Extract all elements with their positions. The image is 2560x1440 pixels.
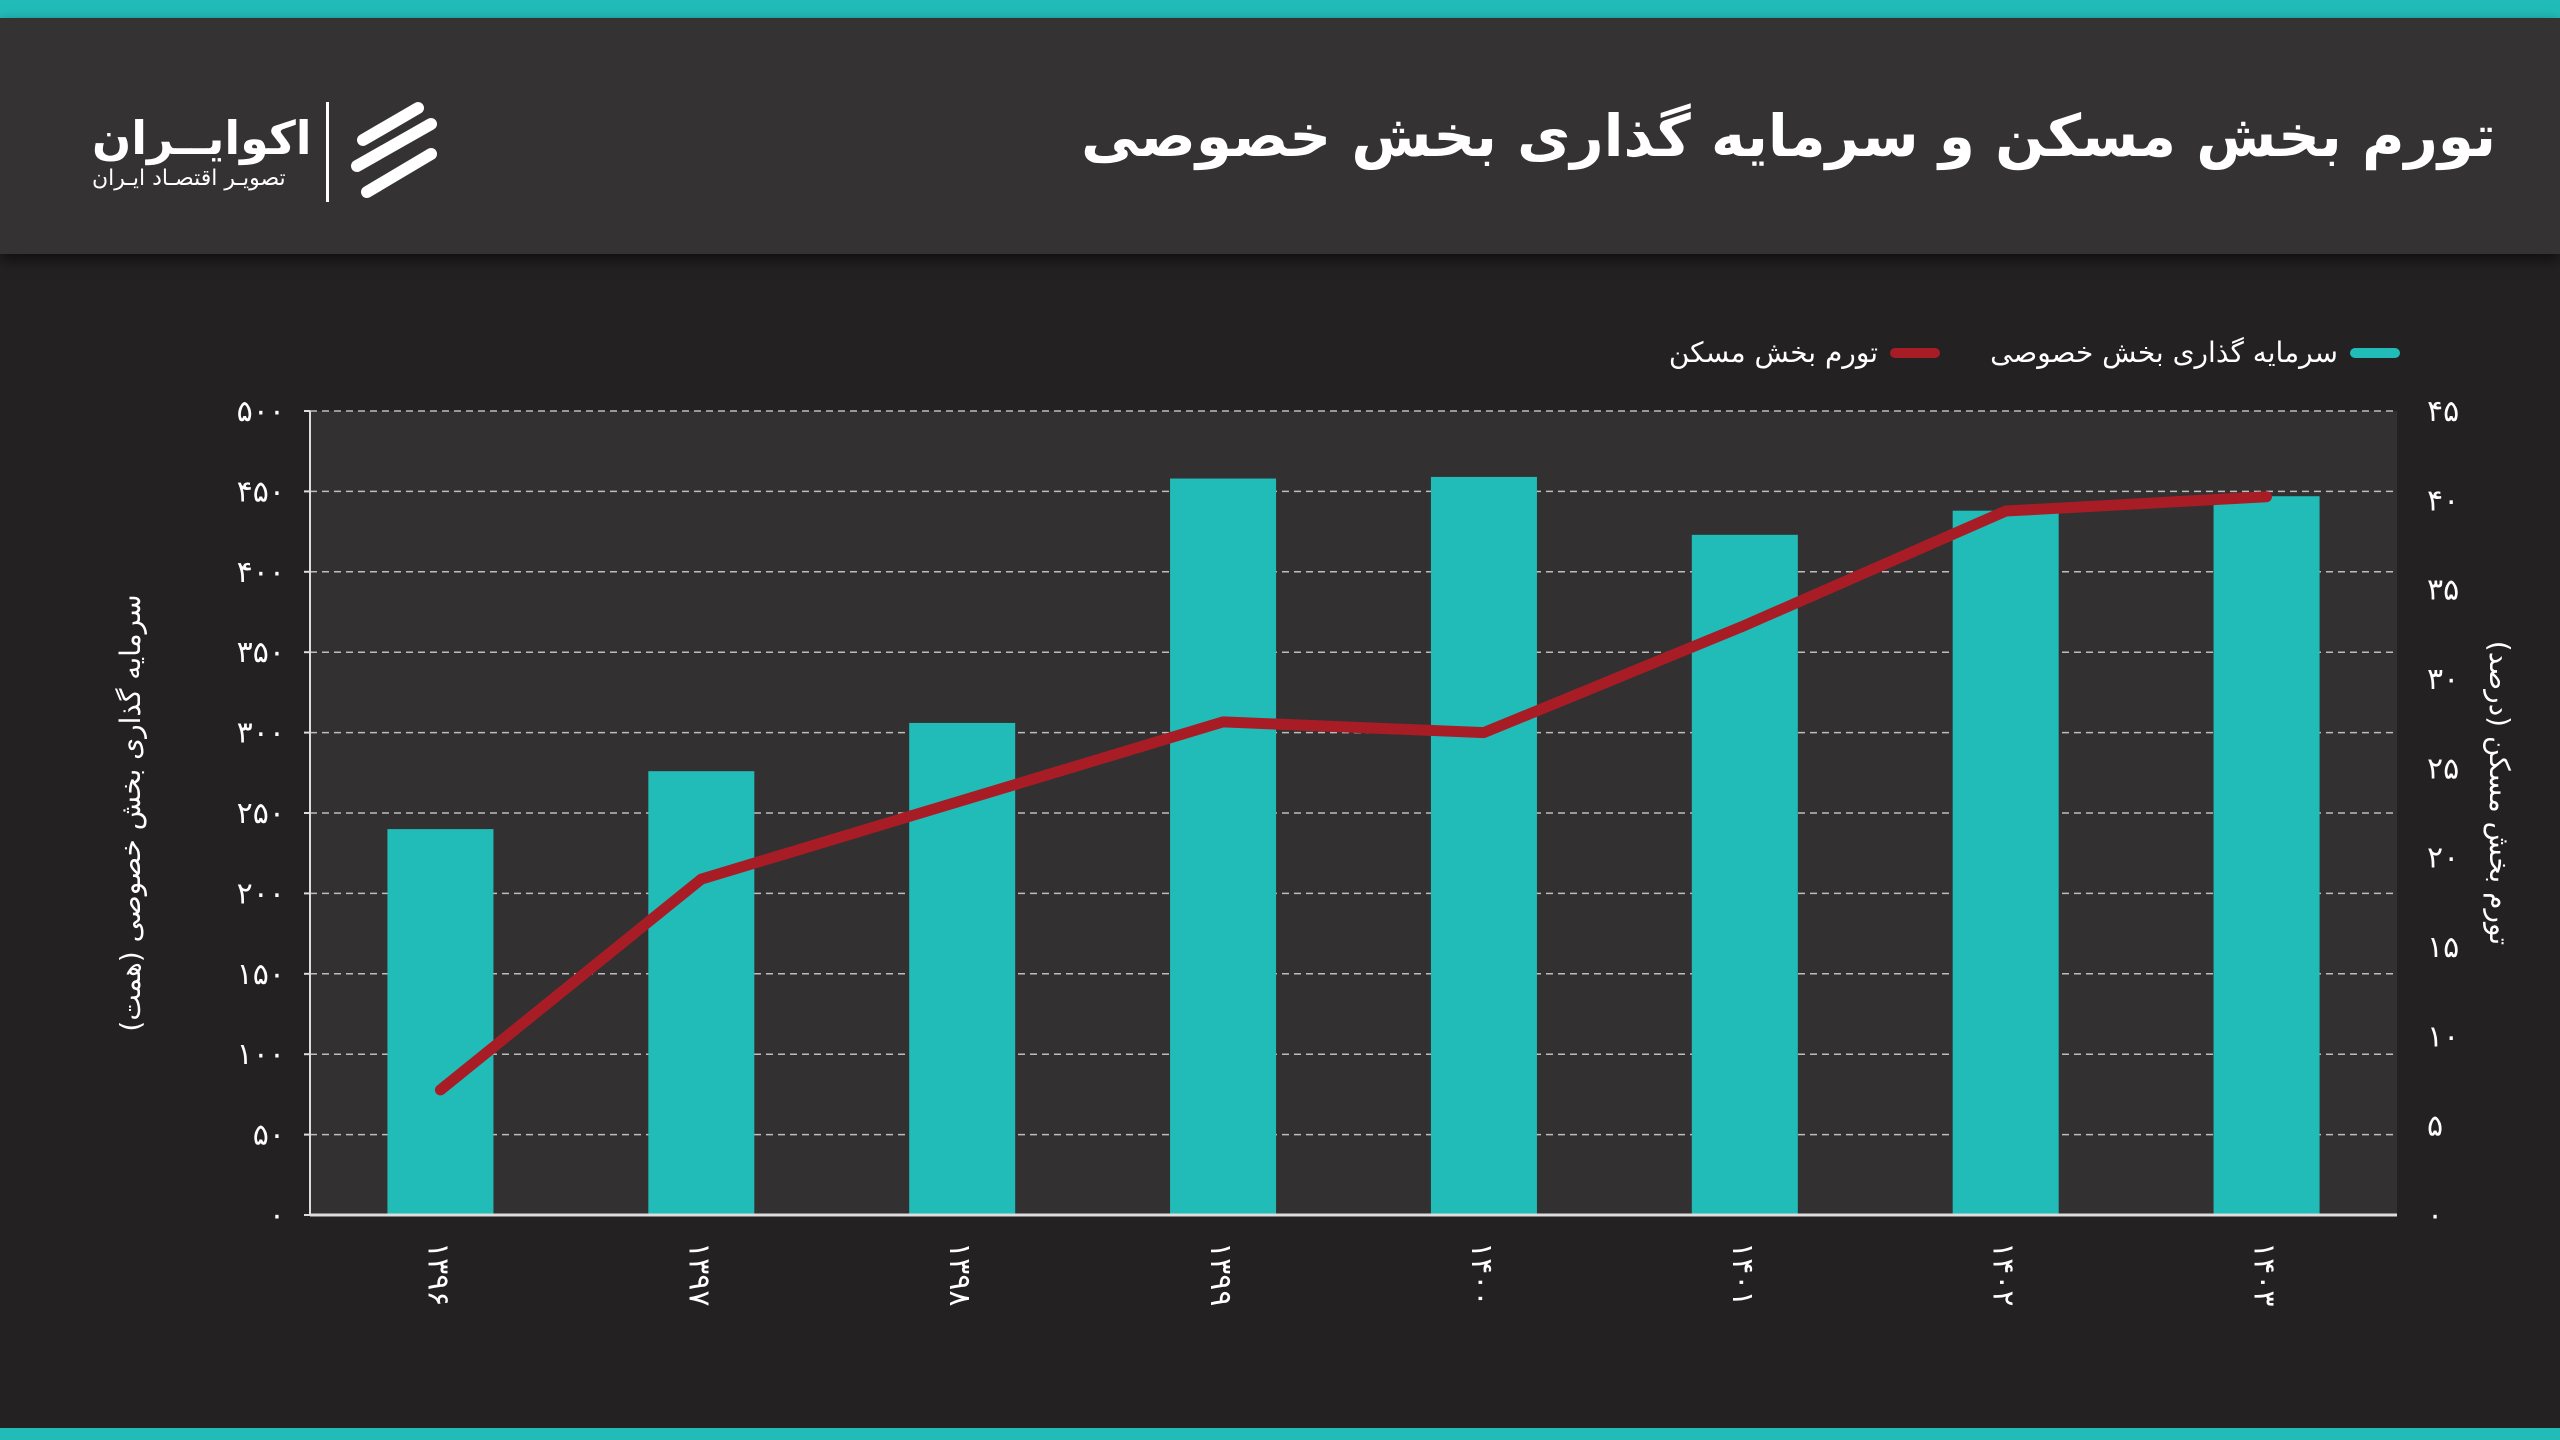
bar-7 xyxy=(2213,496,2320,1215)
y-tick-label-left: ۲۰۰ xyxy=(237,876,285,911)
y-tick-label-right: ۰ xyxy=(2427,1198,2443,1233)
y-tick-label-left: ۳۰۰ xyxy=(237,716,285,751)
y-tick-label-left: ۲۵۰ xyxy=(237,796,285,831)
y-tick-label-right: ۲۰ xyxy=(2427,841,2459,876)
bottom-accent-bar xyxy=(0,1428,2560,1440)
x-tick-label: ۱۳۹۹ xyxy=(1203,1242,1238,1306)
x-tick-label: ۱۴۰۲ xyxy=(1986,1242,2021,1306)
logo-mark-icon xyxy=(350,102,437,198)
y-tick-label-left: ۱۵۰ xyxy=(237,957,285,992)
x-tick-label: ۱۴۰۰ xyxy=(1464,1242,1499,1306)
x-tick-label: ۱۳۹۶ xyxy=(420,1242,455,1306)
y-tick-label-left: ۳۵۰ xyxy=(237,635,285,670)
y-tick-label-right: ۴۵ xyxy=(2427,394,2459,429)
x-tick-label: ۱۳۹۷ xyxy=(681,1242,716,1306)
logo-divider xyxy=(325,102,329,202)
logo-name: اکوایــران xyxy=(92,111,312,165)
y-tick-label-left: ۴۰۰ xyxy=(237,555,285,590)
y-tick-label-right: ۴۰ xyxy=(2427,483,2459,518)
bar-3 xyxy=(1170,478,1277,1215)
y-tick-label-left: ۴۵۰ xyxy=(237,474,285,509)
y-tick-label-right: ۲۵ xyxy=(2427,751,2459,786)
legend-swatch xyxy=(2350,347,2400,358)
y-tick-label-right: ۱۵ xyxy=(2427,930,2459,965)
top-accent-bar xyxy=(0,0,2560,18)
logo-subtitle: تصویـر اقتصـاد ایـران xyxy=(92,166,286,191)
bar-0 xyxy=(387,829,494,1215)
x-tick-label: ۱۴۰۳ xyxy=(2247,1242,2282,1306)
y-tick-label-right: ۵ xyxy=(2427,1109,2443,1144)
y-tick-label-left: ۰ xyxy=(269,1198,285,1233)
y-axis-title-left: سرمایه گذاری بخش خصوصی (همت) xyxy=(114,594,147,1031)
page-title: تورم بخش مسکن و سرمایه گذاری بخش خصوصی xyxy=(1081,102,2496,170)
y-tick-label-right: ۳۵ xyxy=(2427,573,2459,608)
y-tick-label-right: ۱۰ xyxy=(2427,1019,2459,1054)
x-tick-label: ۱۳۹۸ xyxy=(942,1242,977,1306)
bar-5 xyxy=(1691,534,1798,1215)
y-tick-label-left: ۵۰۰ xyxy=(237,394,285,429)
legend-item-inflation: تورم بخش مسکن xyxy=(1669,336,1941,369)
bar-1 xyxy=(648,771,755,1215)
y-axis-title-right: تورم بخش مسکن (درصد) xyxy=(2483,641,2516,945)
x-tick-label: ۱۴۰۱ xyxy=(1725,1242,1760,1306)
bar-6 xyxy=(1952,510,2059,1215)
y-tick-label-left: ۱۰۰ xyxy=(237,1037,285,1072)
legend-swatch xyxy=(1890,347,1941,358)
y-tick-label-right: ۳۰ xyxy=(2427,662,2459,697)
line-inflation xyxy=(434,491,2273,1096)
y-tick-label-left: ۵۰ xyxy=(253,1118,285,1153)
bar-4 xyxy=(1430,476,1537,1216)
legend: سرمایه گذاری بخش خصوصی تورم بخش مسکن xyxy=(1669,336,2400,369)
legend-item-investment: سرمایه گذاری بخش خصوصی xyxy=(1990,336,2400,369)
logo: اکوایــران تصویـر اقتصـاد ایـران xyxy=(92,100,443,204)
header: تورم بخش مسکن و سرمایه گذاری بخش خصوصی ا… xyxy=(0,18,2560,254)
